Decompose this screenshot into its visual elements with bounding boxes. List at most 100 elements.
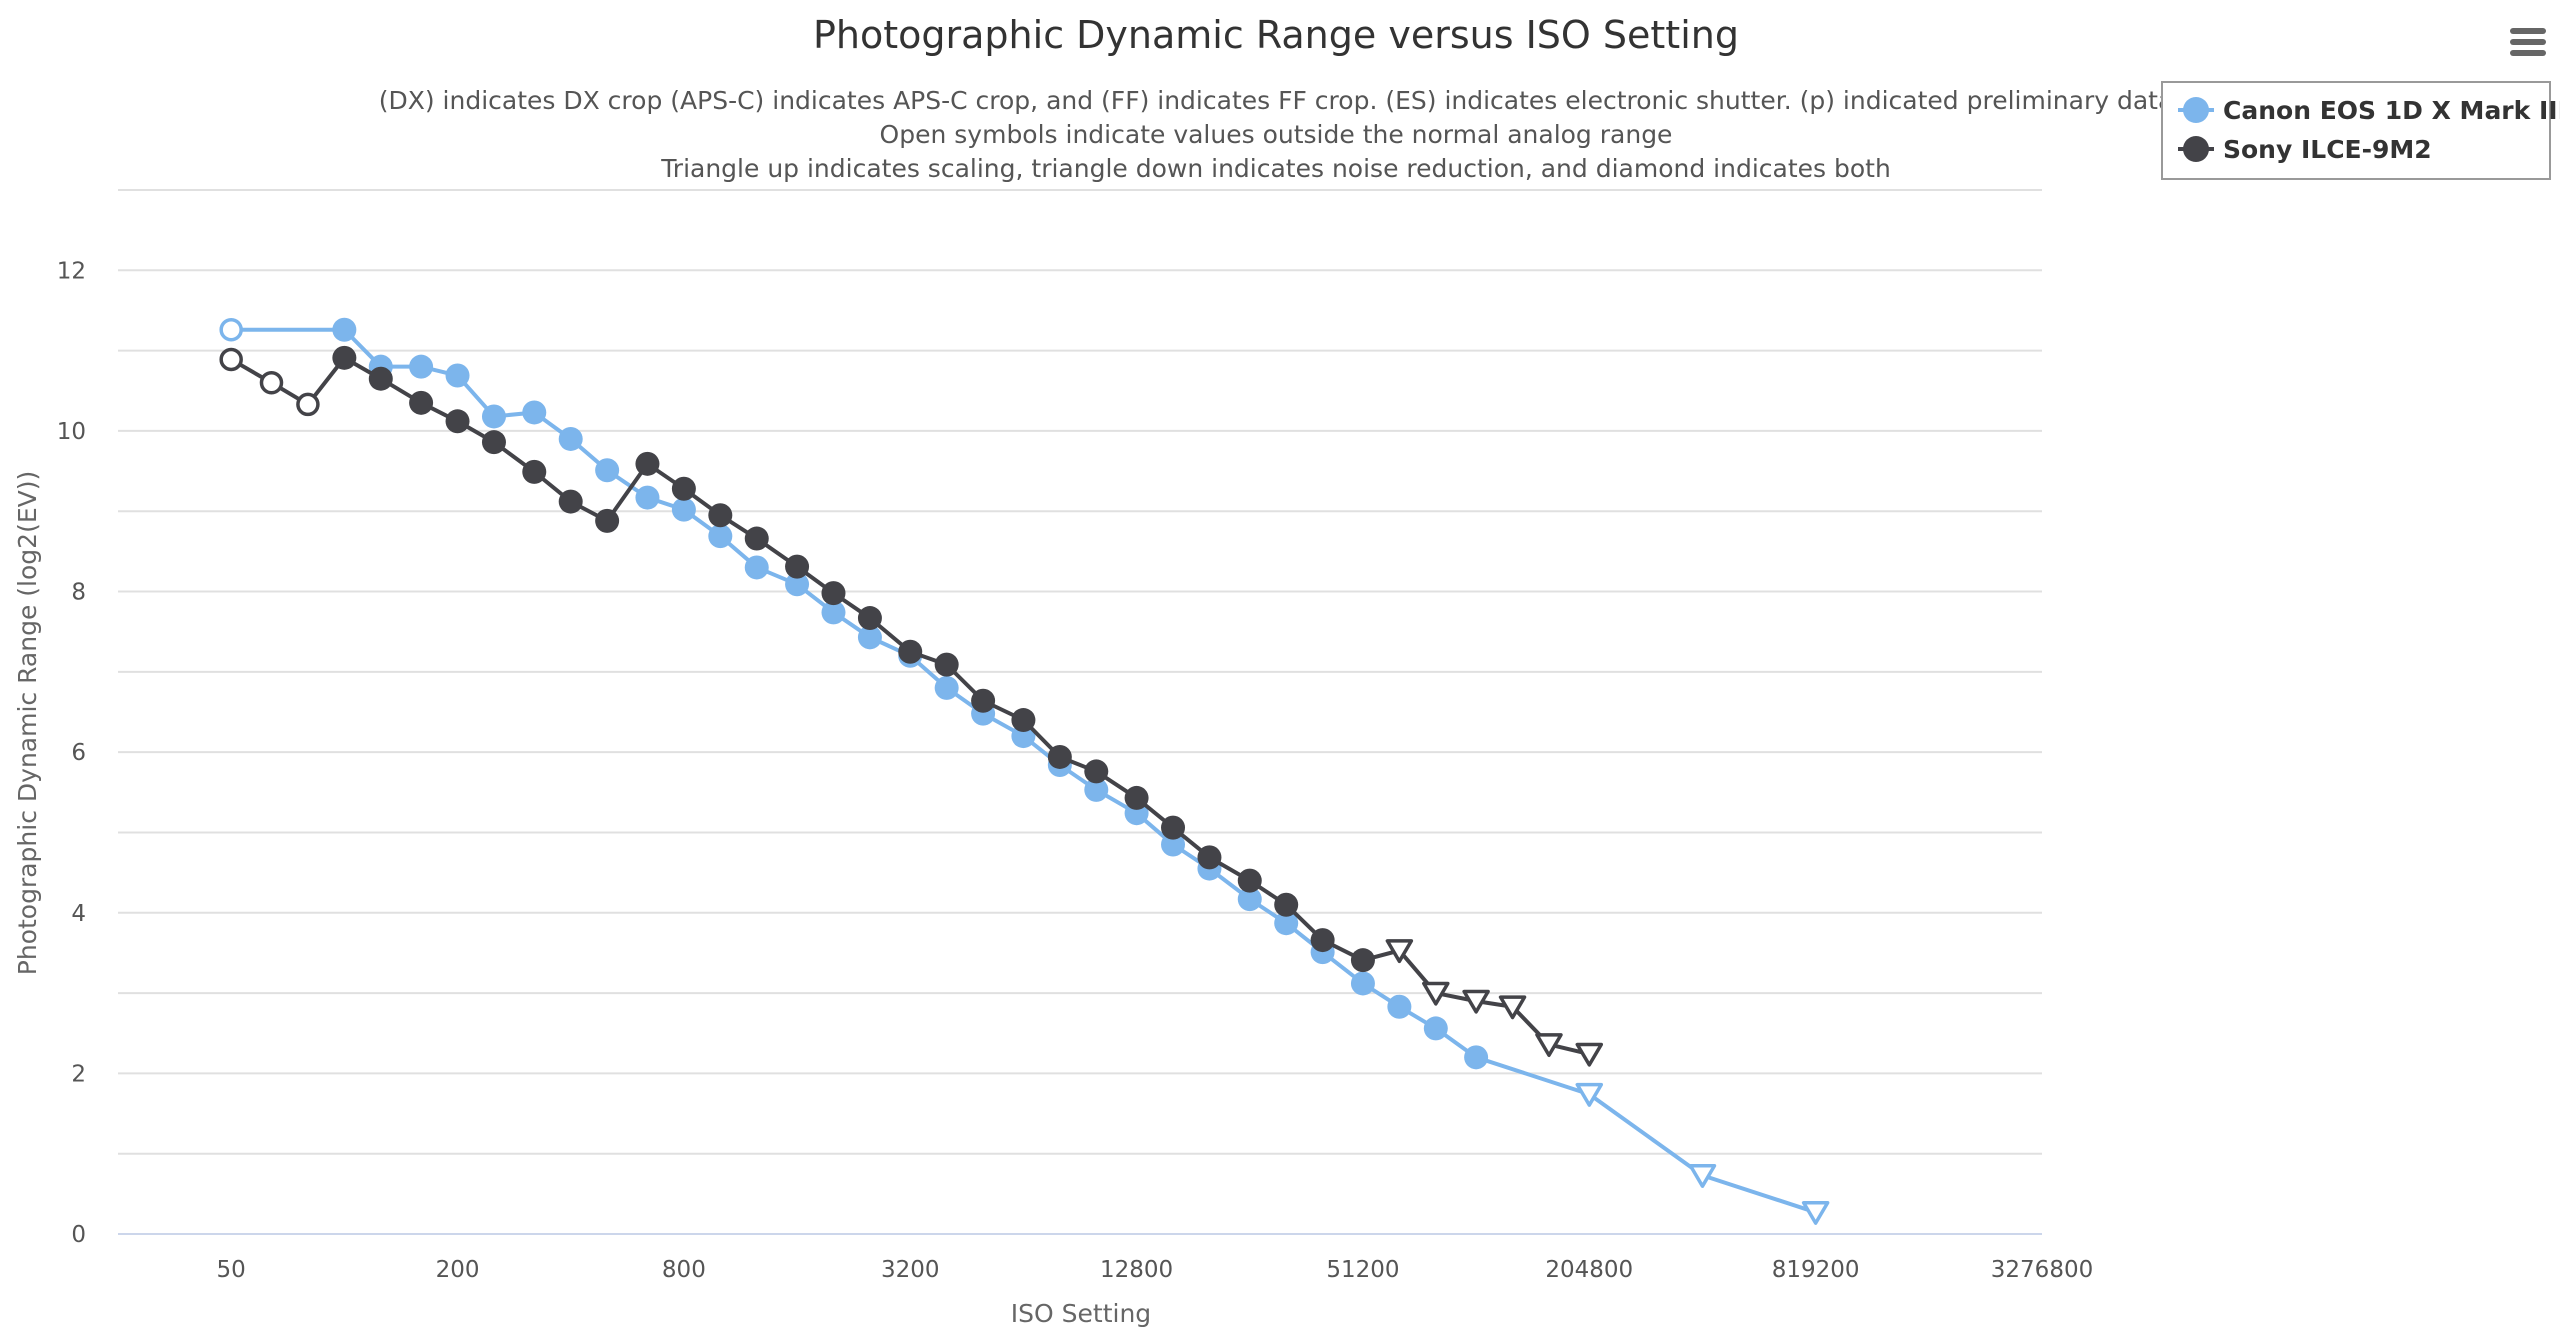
data-point[interactable]	[1161, 832, 1186, 857]
data-point[interactable]	[1385, 939, 1414, 964]
data-point[interactable]	[219, 347, 243, 372]
y-tick-label: 10	[57, 419, 86, 445]
data-point[interactable]	[219, 317, 243, 342]
y-tick-label: 12	[57, 258, 86, 284]
data-point[interactable]	[1197, 845, 1222, 870]
data-point[interactable]	[445, 409, 470, 434]
data-point[interactable]	[1801, 1200, 1830, 1225]
data-point[interactable]	[1237, 868, 1262, 893]
data-point[interactable]	[857, 625, 882, 650]
data-point[interactable]	[409, 354, 434, 379]
data-point[interactable]	[522, 459, 547, 484]
x-axis-ticks: 50 200 800 3200 12800 51200 204800 819200 327680…	[217, 1257, 2094, 1283]
data-point[interactable]	[522, 400, 547, 425]
data-point[interactable]	[1350, 948, 1375, 973]
y-axis-label: Photographic Dynamic Range (log2(EV))	[13, 471, 42, 975]
legend-marker-sony	[2183, 136, 2209, 162]
legend: Canon EOS 1D X Mark III Sony ILCE-9M2	[2161, 81, 2560, 180]
data-point[interactable]	[1011, 708, 1036, 733]
x-tick-label: 12800	[1100, 1257, 1173, 1283]
x-tick-label: 3200	[881, 1257, 940, 1283]
legend-label-sony: Sony ILCE-9M2	[2223, 135, 2432, 164]
data-point[interactable]	[744, 555, 769, 580]
legend-label-canon: Canon EOS 1D X Mark III	[2223, 96, 2560, 125]
data-point[interactable]	[1237, 887, 1262, 912]
y-axis-ticks: 0 2 4 6 8 10 12	[57, 258, 86, 1248]
data-point[interactable]	[934, 675, 959, 700]
data-point[interactable]	[1535, 1033, 1563, 1058]
data-point[interactable]	[1575, 1082, 1604, 1107]
legend-box	[2161, 81, 2551, 180]
data-point[interactable]	[1084, 777, 1109, 802]
x-tick-label: 204800	[1545, 1257, 1633, 1283]
x-tick-label: 51200	[1326, 1257, 1399, 1283]
data-point[interactable]	[368, 366, 393, 391]
hamburger-menu-icon[interactable]	[2506, 24, 2548, 62]
data-point[interactable]	[971, 688, 996, 713]
data-point[interactable]	[1422, 981, 1450, 1006]
data-point[interactable]	[595, 508, 620, 533]
y-tick-label: 8	[71, 580, 86, 606]
data-point[interactable]	[1498, 995, 1527, 1020]
series-layer	[219, 317, 1830, 1225]
grid-lines	[118, 189, 2042, 1235]
data-point[interactable]	[635, 451, 660, 476]
data-point[interactable]	[1464, 1045, 1489, 1070]
data-point[interactable]	[481, 404, 506, 429]
data-point[interactable]	[1047, 744, 1072, 769]
data-point[interactable]	[1274, 911, 1299, 936]
series-line	[229, 327, 1818, 1215]
x-axis-label: ISO Setting	[1011, 1299, 1151, 1328]
data-point[interactable]	[558, 426, 583, 451]
y-tick-label: 6	[71, 740, 86, 766]
data-point[interactable]	[708, 524, 733, 549]
x-tick-label: 50	[217, 1257, 246, 1283]
data-point[interactable]	[821, 600, 846, 625]
data-point[interactable]	[409, 390, 434, 415]
data-point[interactable]	[821, 581, 846, 606]
legend-marker-canon	[2183, 97, 2209, 123]
data-point[interactable]	[595, 458, 620, 483]
data-point[interactable]	[671, 476, 696, 501]
x-tick-label: 800	[662, 1257, 706, 1283]
data-point[interactable]	[1124, 785, 1149, 810]
data-point[interactable]	[744, 526, 769, 551]
data-point[interactable]	[1310, 928, 1335, 953]
series-sony	[219, 345, 1604, 1067]
data-point[interactable]	[1161, 815, 1186, 840]
chart-title: Photographic Dynamic Range versus ISO Se…	[813, 13, 1739, 57]
data-point[interactable]	[332, 345, 357, 370]
data-point[interactable]	[898, 639, 923, 664]
chart-subtitle-line-1: (DX) indicates DX crop (APS-C) indicates…	[379, 86, 2174, 115]
data-point[interactable]	[708, 503, 733, 528]
series-line	[229, 355, 1592, 1057]
legend-item-sony[interactable]: Sony ILCE-9M2	[2178, 135, 2432, 164]
data-point[interactable]	[671, 497, 696, 522]
data-point[interactable]	[1274, 892, 1299, 917]
data-point[interactable]	[934, 652, 959, 677]
data-point[interactable]	[1350, 971, 1375, 996]
data-point[interactable]	[1423, 1016, 1448, 1041]
data-point[interactable]	[1387, 994, 1412, 1019]
y-tick-label: 4	[71, 901, 86, 927]
chart-subtitle-line-3: Triangle up indicates scaling, triangle …	[660, 154, 1891, 183]
data-point[interactable]	[481, 430, 506, 455]
x-tick-label: 200	[436, 1257, 480, 1283]
data-point[interactable]	[785, 554, 810, 579]
chart-subtitle-line-2: Open symbols indicate values outside the…	[880, 120, 1673, 149]
data-point[interactable]	[635, 485, 660, 510]
data-point[interactable]	[259, 370, 284, 395]
data-point[interactable]	[296, 392, 320, 417]
data-point[interactable]	[785, 572, 810, 597]
data-point[interactable]	[445, 363, 470, 388]
data-point[interactable]	[1688, 1164, 1717, 1188]
data-point[interactable]	[1462, 989, 1490, 1014]
x-tick-label: 3276800	[1991, 1257, 2093, 1283]
data-point[interactable]	[857, 606, 882, 631]
data-point[interactable]	[1084, 759, 1109, 784]
data-point[interactable]	[332, 317, 357, 342]
data-point[interactable]	[558, 489, 583, 514]
legend-item-canon[interactable]: Canon EOS 1D X Mark III	[2178, 96, 2560, 125]
data-point[interactable]	[1575, 1042, 1604, 1067]
